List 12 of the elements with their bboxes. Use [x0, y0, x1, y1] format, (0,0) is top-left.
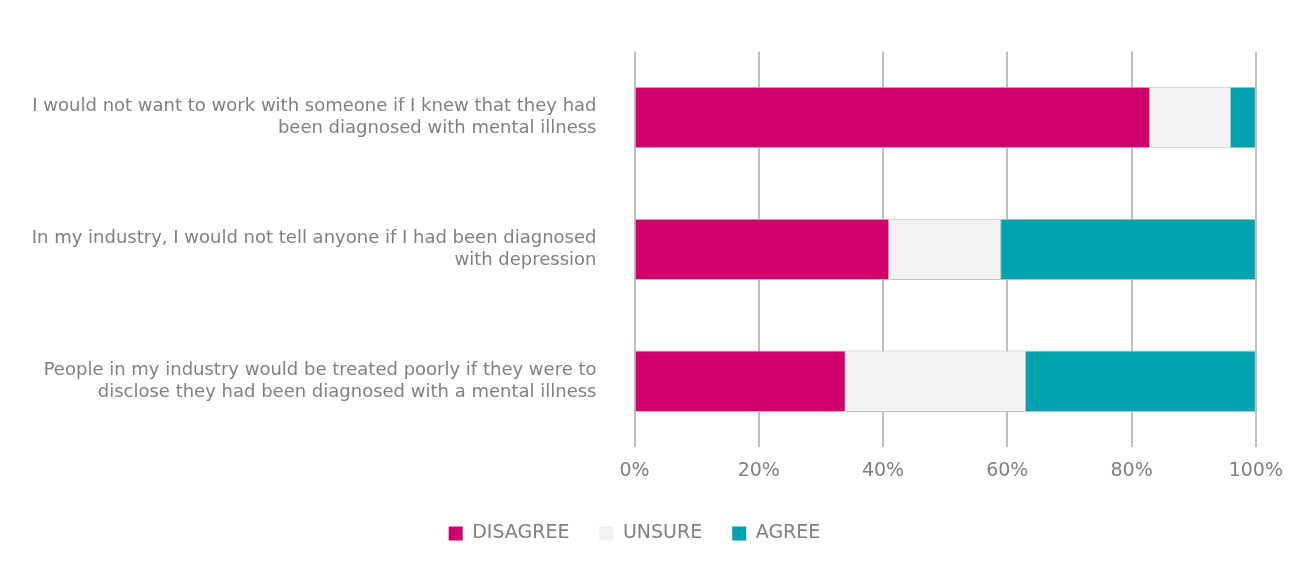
y-tick-label: People in my industry would be treated poorly if they were to disclose they had been diagnosed with a mental illness [43, 358, 597, 401]
y-tick-label: In my industry, I would not tell anyone if I had been diagnosed with depression [31, 226, 597, 269]
y-tick-label: I would not want to work with someone if I knew that they had been diagnosed with mental illness [32, 94, 597, 138]
x-tick-label: 60% [986, 457, 1029, 480]
x-tick-label: 0% [619, 457, 650, 480]
x-tick-label: 20% [737, 457, 780, 480]
legend-label: AGREE [755, 520, 821, 543]
x-tick-label: 100% [1228, 457, 1283, 480]
legend-label: UNSURE [622, 520, 703, 543]
legend-label: DISAGREE [472, 520, 570, 543]
x-tick-label: 40% [861, 457, 905, 480]
x-tick-label: 80% [1110, 457, 1153, 480]
